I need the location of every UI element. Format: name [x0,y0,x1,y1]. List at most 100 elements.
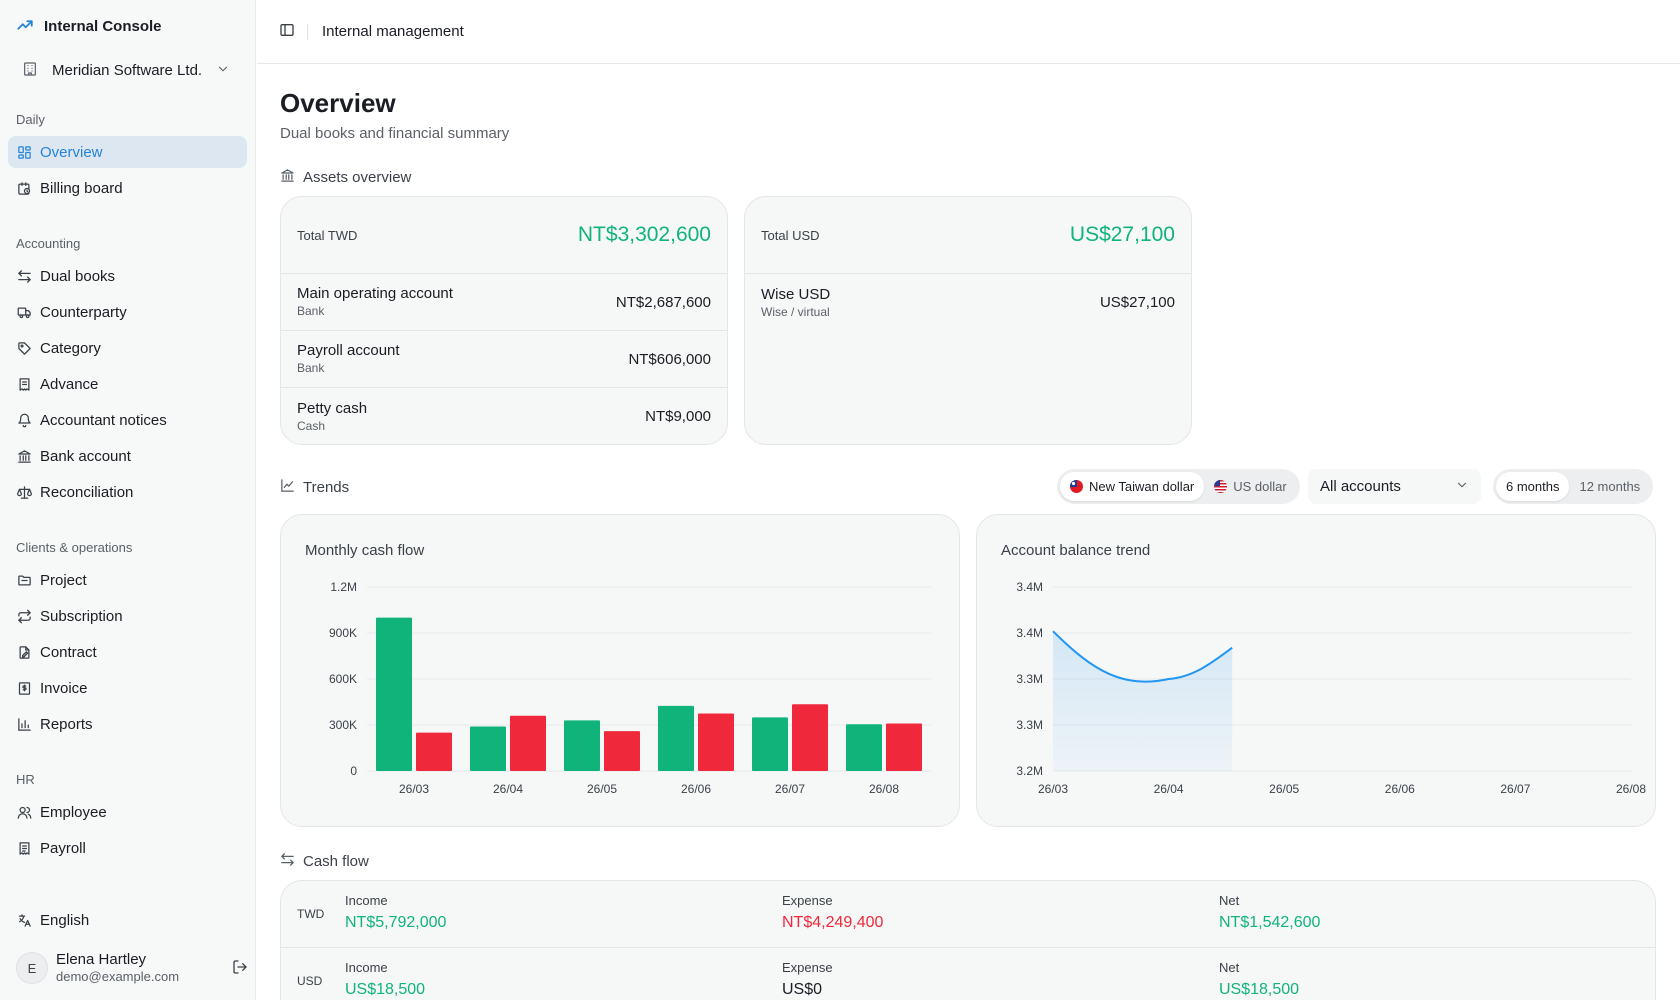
income-bar [658,705,694,771]
sidebar-item-employee[interactable]: Employee [8,796,247,828]
sidebar-item-accountant-notices[interactable]: Accountant notices [8,404,247,436]
x-tick-label: 26/04 [493,782,523,796]
x-tick-label: 26/05 [1269,782,1299,796]
income-bar [564,720,600,771]
sidebar-toggle-button[interactable] [273,18,301,46]
language-label: English [40,911,90,929]
net-label: Net [1219,893,1240,908]
sidebar-item-payroll[interactable]: Payroll [8,832,247,864]
sidebar-item-overview[interactable]: Overview [8,136,247,168]
expense-bar [604,731,640,771]
range-option-12-months[interactable]: 12 months [1579,479,1641,494]
sidebar-item-label: Employee [40,803,107,821]
sidebar-item-label: Reconciliation [40,483,134,501]
net-value: US$18,500 [1219,981,1300,998]
currency-option-label: US dollar [1233,479,1287,494]
contract-icon [16,644,32,660]
x-tick-label: 26/08 [869,782,899,796]
chevron-down-icon [216,62,230,79]
page-title: Overview [280,88,396,118]
account-balance-card: Account balance trend 3.2M 3.3M 3.3M 3.4M 3.… [976,514,1656,827]
account-row[interactable]: Main operating account Bank NT$2,687,600 [281,274,727,331]
account-row[interactable]: Wise USD Wise / virtual US$27,100 [745,274,1191,331]
sidebar-item-label: Dual books [40,267,116,285]
account-value: US$27,100 [1099,294,1175,311]
sidebar-item-invoice[interactable]: Invoice [8,672,247,704]
currency-option-twd[interactable]: New Taiwan dollar [1060,472,1205,501]
account-name: Main operating account [297,285,453,302]
section-label-hr: HR [16,772,35,787]
x-tick-label: 26/07 [775,782,805,796]
sidebar-item-bank-account[interactable]: Bank account [8,440,247,472]
monthly-cash-flow-card: Monthly cash flow 0 300K 600K 900K 1.2M 26/03… [280,514,960,827]
range-toggle: 6 months 12 months [1493,469,1654,504]
currency-code: USD [297,974,323,988]
currency-code: TWD [297,907,325,921]
language-switcher[interactable]: English [8,904,247,936]
bank-icon [16,448,32,464]
folder-icon [16,572,32,588]
account-type: Wise / virtual [761,304,830,319]
section-title: Assets overview [303,169,412,186]
currency-option-usd[interactable]: US dollar [1204,472,1296,501]
sidebar-item-subscription[interactable]: Subscription [8,600,247,632]
section-heading-assets: Assets overview [280,168,411,187]
assets-card-usd: Total USD US$27,100 Wise USD Wise / virtu… [744,196,1192,445]
taiwan-flag-icon [1070,480,1083,493]
income-label: Income [345,893,388,908]
section-heading-cash-flow: Cash flow [280,852,369,871]
sidebar-item-reconciliation[interactable]: Reconciliation [8,476,247,508]
sidebar-item-contract[interactable]: Contract [8,636,247,668]
sidebar-item-counterparty[interactable]: Counterparty [8,296,247,328]
brand[interactable]: Internal Console [16,14,162,38]
account-select[interactable]: All accounts [1308,469,1481,504]
sidebar-item-label: Reports [40,715,93,733]
sidebar-item-category[interactable]: Category [8,332,247,364]
logout-icon[interactable] [232,959,248,978]
y-tick-label: 3.3M [1016,672,1043,686]
y-tick-label: 3.4M [1016,580,1043,594]
section-heading-trends: Trends [280,478,349,497]
swap-arrows-icon [280,852,295,871]
expense-bar [510,715,546,771]
sidebar-item-dual-books[interactable]: Dual books [8,260,247,292]
section-title: Trends [303,479,350,496]
expense-bar [792,704,828,771]
y-tick-label: 3.2M [1016,764,1043,778]
cash-flow-row-twd: TWD Income NT$5,792,000 Expense NT$4,249,4… [281,881,1655,948]
tag-icon [16,340,32,356]
chart-title: Monthly cash flow [305,542,425,559]
account-value: NT$9,000 [645,408,711,425]
sidebar-item-reports[interactable]: Reports [8,708,247,740]
sidebar-item-label: Project [40,571,87,589]
sidebar-item-label: Contract [40,643,97,661]
net-label: Net [1219,960,1240,975]
org-switcher[interactable]: Meridian Software Ltd. [10,54,242,86]
bank-icon [280,168,295,187]
user-menu[interactable]: E Elena Hartley demo@example.com [16,950,248,986]
range-option-6-months[interactable]: 6 months [1496,472,1570,501]
net-value: NT$1,542,600 [1219,914,1321,931]
account-row[interactable]: Payroll account Bank NT$606,000 [281,331,727,388]
y-tick-label: 600K [329,672,357,686]
account-balance-chart: 3.2M 3.3M 3.3M 3.4M 3.4M 26/03 26/04 26/05 26/06… [1016,580,1646,796]
repeat-icon [16,608,32,624]
account-row[interactable]: Petty cash Cash NT$9,000 [281,388,727,444]
payroll-icon [16,840,32,856]
bell-icon [16,412,32,428]
building-icon [22,61,38,80]
x-tick-label: 26/03 [399,782,429,796]
income-bar [470,726,506,771]
sidebar-item-advance[interactable]: Advance [8,368,247,400]
total-label: Total TWD [297,227,358,243]
sidebar-item-project[interactable]: Project [8,564,247,596]
account-value: NT$606,000 [628,350,711,368]
sidebar-item-label: Accountant notices [40,411,167,429]
expense-label: Expense [782,960,833,975]
panel-left-icon [279,22,295,41]
sidebar-item-billing-board[interactable]: Billing board [8,172,247,204]
monthly-cash-flow-chart: 0 300K 600K 900K 1.2M 26/03 26/04 26/05 26/06 26/… [329,580,931,796]
chevron-down-icon [1455,478,1469,496]
expense-value: US$0 [782,981,823,998]
section-label-accounting: Accounting [16,236,81,251]
